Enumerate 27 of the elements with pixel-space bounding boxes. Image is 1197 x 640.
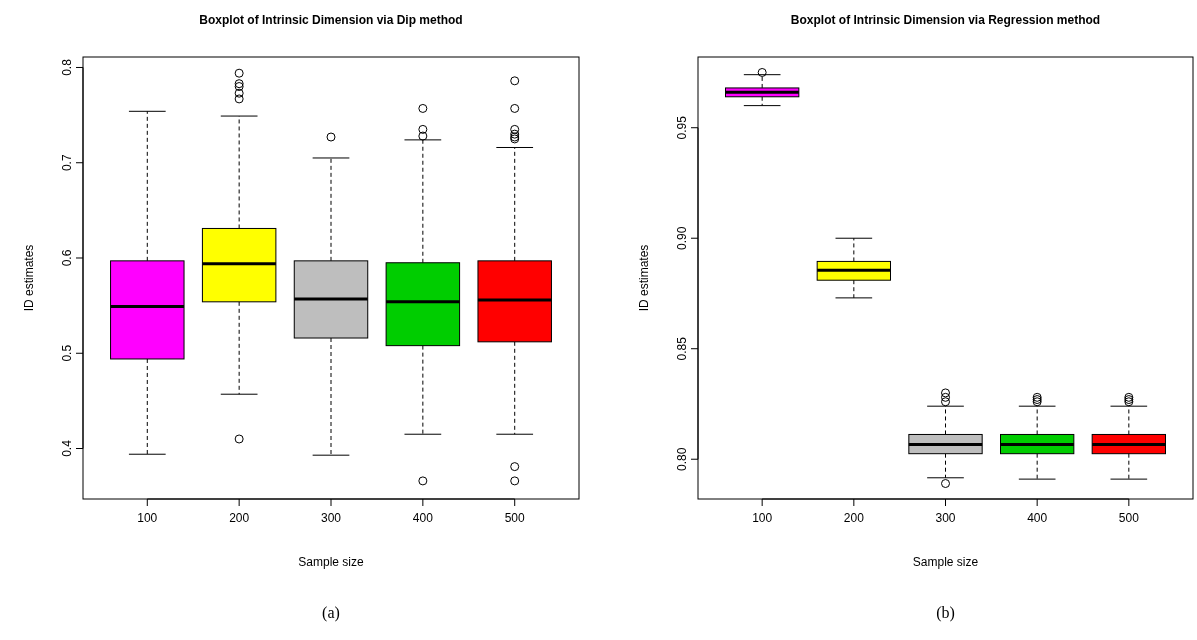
x-tick-label: 100 xyxy=(752,511,773,525)
y-axis-title: ID estimates xyxy=(22,244,36,312)
y-tick-label: 0.95 xyxy=(675,115,689,140)
x-axis-title: Sample size xyxy=(912,555,979,569)
y-tick-label: 0.8 xyxy=(60,58,74,76)
y-tick-label: 0.7 xyxy=(60,154,74,172)
y-axis-title: ID estimates xyxy=(637,244,651,312)
y-tick-label: 0.4 xyxy=(60,439,74,457)
x-tick-label: 500 xyxy=(504,511,526,525)
x-axis-title: Sample size xyxy=(298,555,364,569)
x-tick-label: 100 xyxy=(137,511,158,525)
text: (b) xyxy=(936,604,955,622)
y-tick-label: 0.80 xyxy=(675,447,689,471)
y-tick-label: 0.85 xyxy=(675,336,689,361)
y-tick-label: 0.5 xyxy=(60,344,74,362)
x-tick-label: 300 xyxy=(935,511,956,525)
y-tick-label: 0.6 xyxy=(60,249,74,267)
x-tick-label: 200 xyxy=(229,511,250,525)
x-tick-label: 300 xyxy=(320,511,342,525)
chart-title: Boxplot of Intrinsic Dimension via Dip method xyxy=(199,13,463,27)
y-tick-label: 0.90 xyxy=(675,226,689,250)
text: (a) xyxy=(322,604,340,622)
x-tick-label: 200 xyxy=(843,511,865,525)
x-tick-label: 400 xyxy=(412,511,434,525)
chart-title: Boxplot of Intrinsic Dimension via Regression method xyxy=(790,13,1101,27)
x-tick-label: 500 xyxy=(1118,511,1140,525)
x-tick-label: 400 xyxy=(1027,511,1048,525)
